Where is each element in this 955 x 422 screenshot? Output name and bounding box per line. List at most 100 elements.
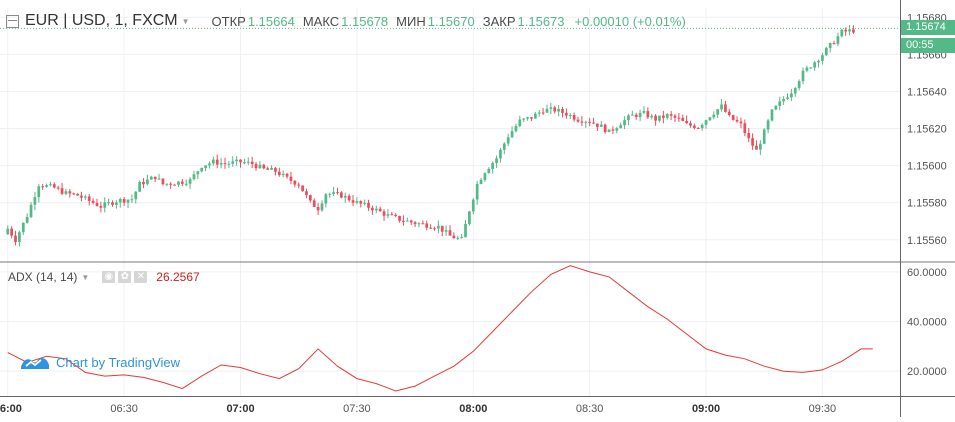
candle-body	[378, 208, 382, 212]
candle-body	[52, 184, 56, 188]
candle-body	[208, 163, 211, 166]
candle-body	[231, 161, 235, 164]
candle-body	[130, 199, 134, 201]
candle-body	[844, 29, 848, 32]
candle-body	[14, 235, 17, 243]
candle-body	[266, 168, 270, 170]
candle-body	[440, 225, 444, 232]
candle-body	[545, 108, 549, 113]
open-label: ОТКР	[211, 13, 246, 29]
candle-body	[21, 222, 25, 233]
candle-body	[607, 129, 611, 133]
candle-body	[809, 67, 813, 69]
candle-body	[223, 163, 227, 165]
candle-body	[138, 181, 142, 192]
candle-body	[743, 123, 747, 134]
candle-body	[630, 114, 634, 116]
candle-body	[642, 111, 646, 113]
x-tick-label: 07:30	[343, 403, 371, 415]
candle-body	[285, 173, 289, 177]
x-tick-label: 09:00	[692, 403, 720, 415]
candle-body	[56, 187, 60, 189]
candle-body	[852, 29, 855, 33]
adx-y-tick-label: 60.0000	[907, 267, 947, 279]
candle-body	[708, 117, 712, 121]
candle-body	[836, 36, 840, 44]
candle-body	[452, 235, 456, 239]
indicator-name[interactable]: ADX (14, 14)	[8, 270, 78, 284]
x-tick-label: 06:00	[0, 403, 22, 415]
candle-body	[821, 55, 824, 61]
close-icon[interactable]: ✕	[134, 271, 148, 283]
candle-body	[18, 232, 21, 243]
chevron-down-icon[interactable]: ▼	[181, 16, 190, 26]
candle-body	[142, 181, 145, 185]
candle-body	[774, 105, 778, 110]
chevron-down-icon[interactable]: ▼	[81, 272, 90, 282]
symbol-title[interactable]: EUR | USD, 1, FXCM	[25, 12, 178, 29]
candle-body	[188, 179, 192, 184]
candle-body	[33, 197, 37, 205]
candle-body	[405, 220, 409, 222]
candle-body	[634, 114, 638, 117]
candle-body	[95, 202, 99, 206]
adx-y-tick-label: 40.0000	[907, 317, 947, 329]
candle-body	[619, 125, 623, 129]
candle-body	[673, 115, 677, 118]
candle-body	[727, 111, 731, 116]
candle-body	[72, 193, 76, 195]
candle-body	[367, 202, 370, 208]
candle-body	[561, 108, 564, 113]
candle-body	[149, 176, 153, 180]
candle-body	[308, 195, 312, 201]
candle-body	[312, 200, 316, 207]
candle-body	[433, 228, 436, 230]
x-tick-label: 06:30	[110, 403, 138, 415]
candle-body	[429, 227, 432, 229]
candle-body	[6, 228, 10, 235]
candle-body	[289, 176, 293, 181]
tradingview-watermark[interactable]: Chart by TradingView	[20, 354, 180, 370]
candle-body	[471, 199, 475, 212]
candle-body	[239, 159, 242, 163]
candle-body	[425, 223, 429, 228]
candle-body	[685, 120, 688, 124]
candle-body	[751, 138, 754, 146]
candle-body	[537, 112, 541, 114]
candle-body	[99, 205, 103, 208]
candle-body	[603, 124, 607, 133]
candle-body	[580, 121, 584, 123]
eye-icon[interactable]: ◉	[102, 271, 116, 283]
candle-body	[541, 112, 545, 114]
candle-body	[514, 126, 518, 132]
candle-body	[615, 128, 619, 131]
y-tick-label: 1.15600	[907, 161, 947, 173]
collapse-icon[interactable]	[6, 14, 19, 28]
candle-body	[262, 164, 266, 169]
gear-icon[interactable]: ✿	[118, 271, 132, 283]
candle-body	[212, 159, 215, 164]
y-tick-label: 1.15580	[907, 198, 947, 210]
price-pane	[0, 24, 900, 247]
candle-body	[355, 201, 359, 203]
x-tick-label: 08:30	[576, 403, 604, 415]
candle-body	[91, 200, 95, 203]
candle-body	[650, 115, 654, 118]
watermark-text: Chart by TradingView	[56, 354, 181, 370]
candle-body	[828, 43, 832, 48]
last-price-tag: 1.15674	[901, 20, 955, 36]
candle-body	[712, 114, 716, 118]
y-tick-label: 1.15640	[907, 86, 947, 98]
candle-body	[646, 111, 650, 118]
open-value: 1.15664	[247, 13, 295, 29]
candle-body	[696, 127, 700, 129]
high-label: МАКС	[302, 13, 340, 29]
candle-body	[316, 206, 320, 211]
candle-body	[460, 237, 463, 239]
candle-body	[60, 188, 64, 194]
candle-body	[122, 199, 126, 203]
adx-pane	[7, 265, 873, 392]
candle-body	[219, 163, 223, 165]
